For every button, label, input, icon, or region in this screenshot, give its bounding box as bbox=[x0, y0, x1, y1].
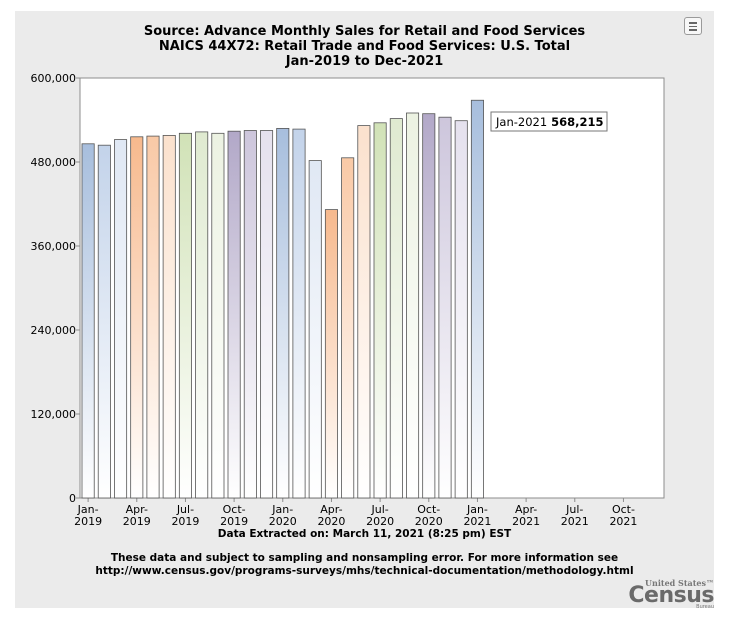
bar-sep-2020[interactable] bbox=[406, 112, 420, 499]
bar-aug-2020[interactable] bbox=[389, 118, 403, 499]
bar-jan-2019[interactable] bbox=[81, 143, 95, 499]
y-tick-label: 0 bbox=[69, 492, 76, 505]
bar-feb-2019[interactable] bbox=[97, 144, 111, 499]
x-axis: Jan-2019Apr-2019Jul-2019Oct-2019Jan-2020… bbox=[74, 498, 637, 528]
x-tick-label: Apr- bbox=[126, 503, 148, 516]
x-tick-label: 2020 bbox=[269, 515, 297, 528]
x-tick-label: 2021 bbox=[463, 515, 491, 528]
footnote-line-2: http://www.census.gov/programs-surveys/m… bbox=[95, 565, 634, 577]
plot-area bbox=[79, 77, 665, 499]
bars bbox=[81, 99, 484, 499]
tooltip: Jan-2021 568,215 bbox=[490, 111, 608, 132]
bar-dec-2020[interactable] bbox=[454, 120, 468, 499]
tooltip-value: 568,215 bbox=[551, 115, 603, 129]
tooltip-label: Jan-2021 bbox=[495, 115, 547, 129]
tooltip-box bbox=[490, 111, 608, 132]
bar-jun-2020[interactable] bbox=[357, 125, 371, 499]
x-tick-label: 2020 bbox=[366, 515, 394, 528]
x-tick-label: Jul- bbox=[565, 503, 583, 516]
logo-census: Census bbox=[628, 583, 714, 608]
chart-title-line-1: Source: Advance Monthly Sales for Retail… bbox=[143, 24, 586, 39]
bar-jul-2020[interactable] bbox=[373, 122, 387, 499]
bar-oct-2020[interactable] bbox=[422, 113, 436, 499]
bar-may-2019[interactable] bbox=[146, 135, 160, 499]
x-tick-label: Oct- bbox=[612, 503, 635, 516]
x-tick-label: Oct- bbox=[417, 503, 440, 516]
bar-apr-2019[interactable] bbox=[130, 136, 144, 499]
x-tick-label: 2019 bbox=[123, 515, 151, 528]
y-tick-label: 240,000 bbox=[31, 324, 77, 337]
x-tick-label: Jan- bbox=[77, 503, 99, 516]
x-tick-label: Jul- bbox=[176, 503, 194, 516]
x-tick-label: Jan- bbox=[271, 503, 293, 516]
y-axis: 0 120,000 240,000 360,000 480,000 600,000 bbox=[31, 72, 80, 505]
bar-feb-2020[interactable] bbox=[292, 128, 306, 499]
x-tick-label: 2021 bbox=[512, 515, 540, 528]
hamburger-menu-icon[interactable] bbox=[684, 17, 702, 35]
bar-oct-2019[interactable] bbox=[227, 130, 241, 499]
x-tick-label: 2019 bbox=[74, 515, 102, 528]
bar-jun-2019[interactable] bbox=[162, 134, 176, 499]
y-tick-label: 480,000 bbox=[31, 156, 77, 169]
x-tick-label: Jan- bbox=[466, 503, 488, 516]
bar-mar-2020[interactable] bbox=[308, 160, 322, 499]
chart-title-line-2: NAICS 44X72: Retail Trade and Food Servi… bbox=[158, 39, 571, 54]
y-tick-label: 360,000 bbox=[31, 240, 77, 253]
chart-title-line-3: Jan-2019 to Dec-2021 bbox=[285, 54, 444, 69]
bar-mar-2019[interactable] bbox=[114, 139, 128, 499]
x-tick-label: 2020 bbox=[415, 515, 443, 528]
bar-nov-2020[interactable] bbox=[438, 116, 452, 499]
x-tick-label: 2020 bbox=[317, 515, 345, 528]
y-tick-label: 120,000 bbox=[31, 408, 77, 421]
bar-apr-2020[interactable] bbox=[324, 209, 338, 499]
x-tick-label: Apr- bbox=[320, 503, 342, 516]
census-bureau-logo: United States™ Census Bureau bbox=[628, 578, 716, 610]
bar-jan-2021[interactable] bbox=[470, 99, 484, 499]
x-tick-label: Jul- bbox=[370, 503, 388, 516]
x-tick-label: 2021 bbox=[609, 515, 637, 528]
bar-sep-2019[interactable] bbox=[211, 132, 225, 499]
x-tick-label: 2021 bbox=[561, 515, 589, 528]
x-tick-label: Oct- bbox=[223, 503, 246, 516]
x-tick-label: 2019 bbox=[171, 515, 199, 528]
data-extracted-note: Data Extracted on: March 11, 2021 (8:25 … bbox=[217, 528, 512, 540]
x-tick-label: Apr- bbox=[515, 503, 537, 516]
bar-may-2020[interactable] bbox=[341, 157, 355, 499]
logo-bureau: Bureau bbox=[696, 604, 714, 610]
footnote-line-1: These data and subject to sampling and n… bbox=[110, 552, 619, 564]
bar-jan-2020[interactable] bbox=[276, 127, 290, 499]
y-tick-label: 600,000 bbox=[31, 72, 77, 85]
bar-aug-2019[interactable] bbox=[195, 131, 209, 499]
bar-jul-2019[interactable] bbox=[178, 132, 192, 499]
bar-dec-2019[interactable] bbox=[260, 130, 274, 499]
bar-nov-2019[interactable] bbox=[243, 130, 257, 499]
logo-united-states: United States™ bbox=[645, 578, 714, 588]
x-tick-label: 2019 bbox=[220, 515, 248, 528]
